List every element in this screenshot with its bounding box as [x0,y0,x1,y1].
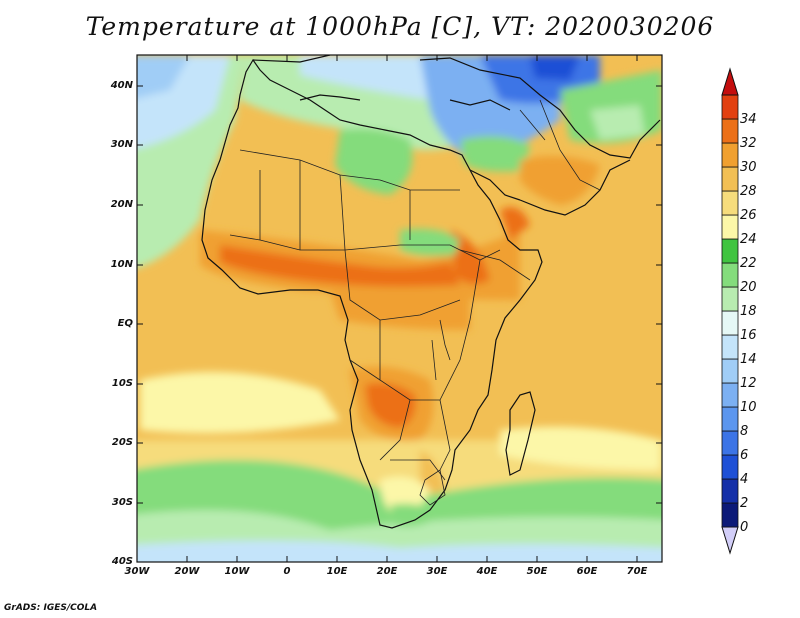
borders [229,99,601,506]
lon-label-70e: 70E [626,566,648,577]
colorbar-box [721,430,739,456]
lat-label-10n: 10N [110,259,133,270]
colorbar-label-16: 16 [740,328,757,343]
colorbar-label-30: 30 [740,160,757,175]
colorbar-label-18: 18 [740,304,757,319]
colorbar-box [721,166,739,192]
colorbar [721,67,739,555]
lon-label-50e: 50E [526,566,548,577]
colorbar-under-arrow [721,526,739,555]
lon-label-30e: 30E [426,566,448,577]
lat-label-10s: 10S [111,378,133,389]
colorbar-box [721,382,739,408]
lat-label-30n: 30N [110,139,133,150]
colorbar-box [721,358,739,384]
colorbar-box [721,262,739,288]
colorbar-label-26: 26 [740,208,757,223]
map-title: Temperature at 1000hPa [C], VT: 20200302… [85,12,715,41]
colorbar-label-10: 10 [740,400,757,415]
colorbar-label-28: 28 [740,184,757,199]
colorbar-box [721,94,739,120]
lat-label-40n: 40N [110,80,133,91]
colorbar-label-22: 22 [740,256,757,271]
lat-label-20n: 20N [110,199,133,210]
colorbar-label-4: 4 [740,472,749,487]
colorbar-label-14: 14 [740,352,757,367]
lon-label-10e: 10E [326,566,348,577]
lon-label-20e: 20E [376,566,398,577]
colorbar-label-12: 12 [740,376,757,391]
colorbar-box [721,502,739,528]
colorbar-over-arrow [721,67,739,96]
colorbar-box [721,238,739,264]
lon-label-20w: 20W [174,566,200,577]
lat-label-20s: 20S [111,437,133,448]
colorbar-box [721,118,739,144]
colorbar-box [721,478,739,504]
colorbar-label-20: 20 [740,280,757,295]
lon-label-60e: 60E [576,566,598,577]
colorbar-label-6: 6 [740,448,749,463]
colorbar-label-8: 8 [740,424,749,439]
colorbar-box [721,142,739,168]
temperature-field [137,55,662,562]
lat-label-40s: 40S [111,556,133,567]
coastline [201,55,661,529]
axis-ticks [137,55,662,562]
lon-label-30w: 30W [124,566,150,577]
lon-label-10w: 10W [224,566,250,577]
colorbar-box [721,334,739,360]
colorbar-label-24: 24 [740,232,757,247]
lon-label-0: 0 [283,566,291,577]
colorbar-box [721,286,739,312]
lon-label-40e: 40E [476,566,498,577]
colorbar-box [721,190,739,216]
colorbar-box [721,310,739,336]
colorbar-box [721,454,739,480]
colorbar-label-32: 32 [740,136,757,151]
colorbar-label-34: 34 [740,112,757,127]
colorbar-box [721,406,739,432]
colorbar-label-2: 2 [740,496,749,511]
credit-text: GrADS: IGES/COLA [4,603,98,613]
lat-label-eq: EQ [117,318,133,329]
lat-label-30s: 30S [111,497,133,508]
colorbar-label-0: 0 [740,520,749,535]
plot-frame [136,54,663,563]
colorbar-box [721,214,739,240]
